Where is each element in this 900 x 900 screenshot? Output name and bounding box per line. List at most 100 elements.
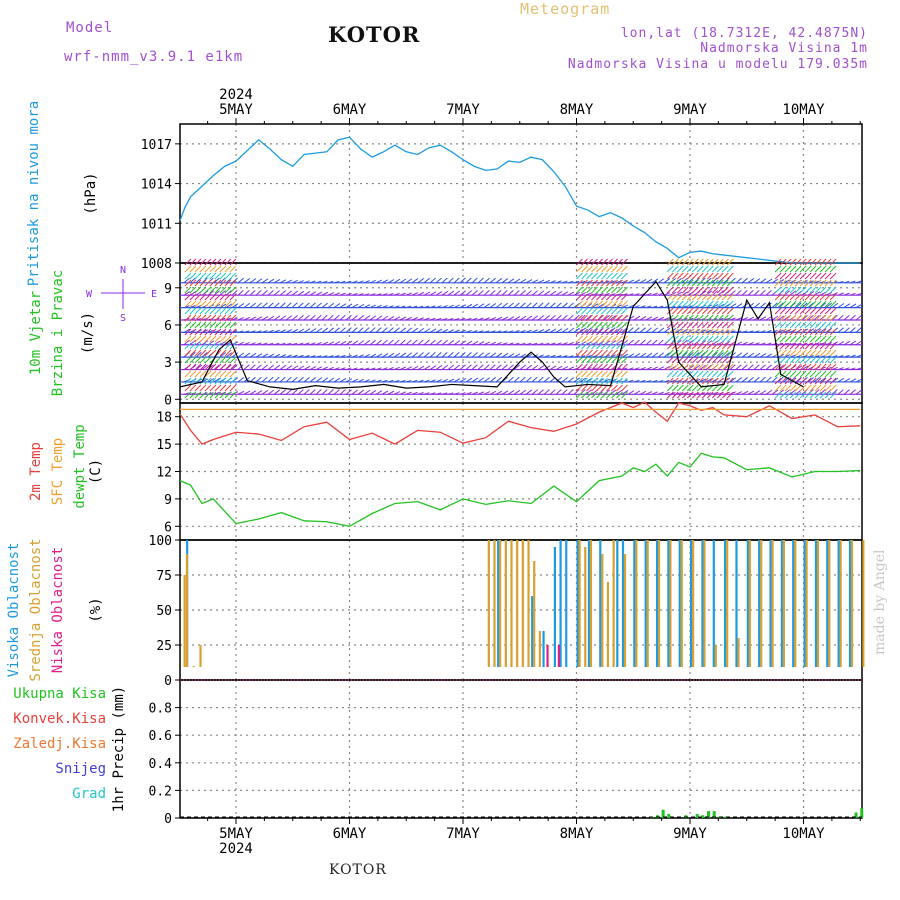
cloud-bar bbox=[646, 540, 649, 667]
cloud-bar bbox=[680, 540, 683, 667]
cloud-bar bbox=[599, 540, 602, 667]
bottom-day-label: 10MAY bbox=[782, 826, 825, 842]
cloud-bar bbox=[542, 631, 545, 667]
cloud-bar bbox=[553, 547, 556, 667]
top-day-label: 10MAY bbox=[782, 102, 825, 118]
cloud-bar bbox=[521, 540, 524, 667]
cloud-bar bbox=[848, 540, 852, 667]
precip-tick-label: 0.2 bbox=[149, 784, 172, 799]
precip-bar bbox=[712, 811, 716, 818]
wind-axis-label-1: 10m Vjetar bbox=[28, 291, 44, 375]
precip-panel-frame bbox=[179, 679, 863, 819]
precip-bar bbox=[667, 813, 671, 818]
wind-tick-label: 0 bbox=[164, 393, 172, 408]
cloud-bar bbox=[183, 575, 186, 667]
cloud-bar bbox=[814, 540, 818, 667]
cloud-bar bbox=[839, 540, 842, 667]
cloud-bar bbox=[792, 540, 795, 667]
bottom-day-label: 5MAY bbox=[219, 826, 253, 842]
precip-legend-label: Konvek.Kisa bbox=[13, 711, 106, 727]
cloud-bar bbox=[559, 540, 562, 667]
precip-tick-label: 0.8 bbox=[149, 702, 172, 717]
temperature-tick-label: 12 bbox=[156, 466, 172, 481]
temp-series-line bbox=[179, 452, 861, 527]
pressure-tick-label: 1017 bbox=[141, 138, 172, 153]
model-label: Model bbox=[66, 20, 114, 36]
pressure-unit-label: (hPa) bbox=[83, 172, 99, 214]
cloud-bar bbox=[746, 540, 749, 667]
cloud-bar bbox=[538, 631, 541, 667]
credit-text: made by Angel bbox=[872, 549, 888, 656]
cloud-bar bbox=[655, 540, 659, 667]
cloud-bar bbox=[794, 540, 797, 667]
cloud-bar bbox=[826, 540, 829, 667]
cloud-bar bbox=[516, 540, 519, 667]
bottom-day-label: 8MAY bbox=[560, 826, 594, 842]
cloud-bar bbox=[850, 540, 854, 667]
bottom-day-label: 7MAY bbox=[446, 826, 480, 842]
cloud-bar bbox=[504, 540, 507, 667]
compass-west: W bbox=[86, 289, 93, 300]
precip-bar bbox=[661, 809, 665, 818]
pressure-panel-frame bbox=[179, 123, 863, 264]
precip-tick-label: 0.4 bbox=[149, 757, 173, 772]
cloud-bar bbox=[499, 540, 502, 667]
cloud-bar bbox=[692, 540, 695, 667]
pressure-line bbox=[179, 136, 861, 264]
temp-sfc-label: SFC Temp bbox=[50, 438, 66, 505]
temperature-tick-label: 6 bbox=[164, 520, 172, 535]
cloud-bar bbox=[557, 645, 560, 667]
cloud-bar bbox=[712, 540, 715, 667]
wind-tick-label: 6 bbox=[164, 319, 172, 334]
wind-speed-line bbox=[179, 280, 804, 390]
temperature-tick-label: 18 bbox=[156, 411, 172, 426]
wind-tick-label: 3 bbox=[164, 356, 172, 371]
wind-barbs-layer bbox=[180, 258, 863, 399]
cloud-bar bbox=[816, 540, 820, 667]
cloud-tick-label: 25 bbox=[156, 639, 172, 654]
cloud-bar bbox=[690, 540, 693, 667]
cloud-bar bbox=[771, 540, 774, 667]
cloud-bar bbox=[546, 645, 549, 667]
cloud-high-label: Visoka Oblacnost bbox=[6, 543, 22, 678]
footer-location: KOTOR bbox=[329, 862, 387, 878]
precip-bar bbox=[707, 811, 711, 818]
precip-bar bbox=[724, 816, 728, 818]
cloud-bar bbox=[565, 540, 568, 667]
cloud-tick-label: 100 bbox=[149, 534, 172, 549]
precip-bar bbox=[701, 815, 705, 818]
cloud-bar bbox=[493, 540, 496, 667]
cloud-bar bbox=[780, 540, 783, 667]
cloud-bar bbox=[805, 540, 808, 667]
bottom-day-label: 6MAY bbox=[333, 826, 367, 842]
cloud-bar bbox=[612, 540, 615, 667]
compass-north: N bbox=[120, 265, 126, 276]
meteogram-label: Meteogram bbox=[520, 0, 611, 18]
cloud-bar bbox=[735, 540, 738, 667]
precip-bar bbox=[695, 813, 699, 818]
lonlat-label: lon,lat (18.7312E, 42.4875N) bbox=[620, 26, 868, 41]
cloud-bar bbox=[601, 554, 604, 667]
wind-tick-label: 9 bbox=[164, 282, 172, 297]
cloud-bar bbox=[531, 596, 534, 667]
cloud-bar bbox=[657, 540, 661, 667]
temperature-tick-label: 9 bbox=[164, 493, 172, 508]
bottom-year-label: 2024 bbox=[219, 841, 253, 857]
cloud-bar bbox=[199, 645, 202, 667]
cloud-bar bbox=[837, 540, 840, 667]
precip-unit-label: 1hr Precip (mm) bbox=[111, 686, 127, 812]
cloud-low-label: Niska Oblacnost bbox=[50, 547, 66, 673]
temp-dewpt-label: dewpt Temp bbox=[72, 424, 88, 508]
compass-south: S bbox=[120, 313, 126, 324]
compass-east: E bbox=[151, 289, 157, 300]
elevation-label: Nadmorska Visina 1m bbox=[700, 41, 868, 56]
cloud-bar bbox=[185, 554, 188, 667]
precip-bar bbox=[854, 812, 858, 818]
cloud-bar bbox=[737, 638, 740, 667]
precip-bar bbox=[860, 808, 864, 818]
pressure-tick-label: 1008 bbox=[141, 257, 172, 272]
top-day-label: 5MAY bbox=[219, 102, 253, 118]
wind-unit-label: (m/s) bbox=[80, 312, 96, 354]
cloud-bar bbox=[862, 540, 865, 667]
